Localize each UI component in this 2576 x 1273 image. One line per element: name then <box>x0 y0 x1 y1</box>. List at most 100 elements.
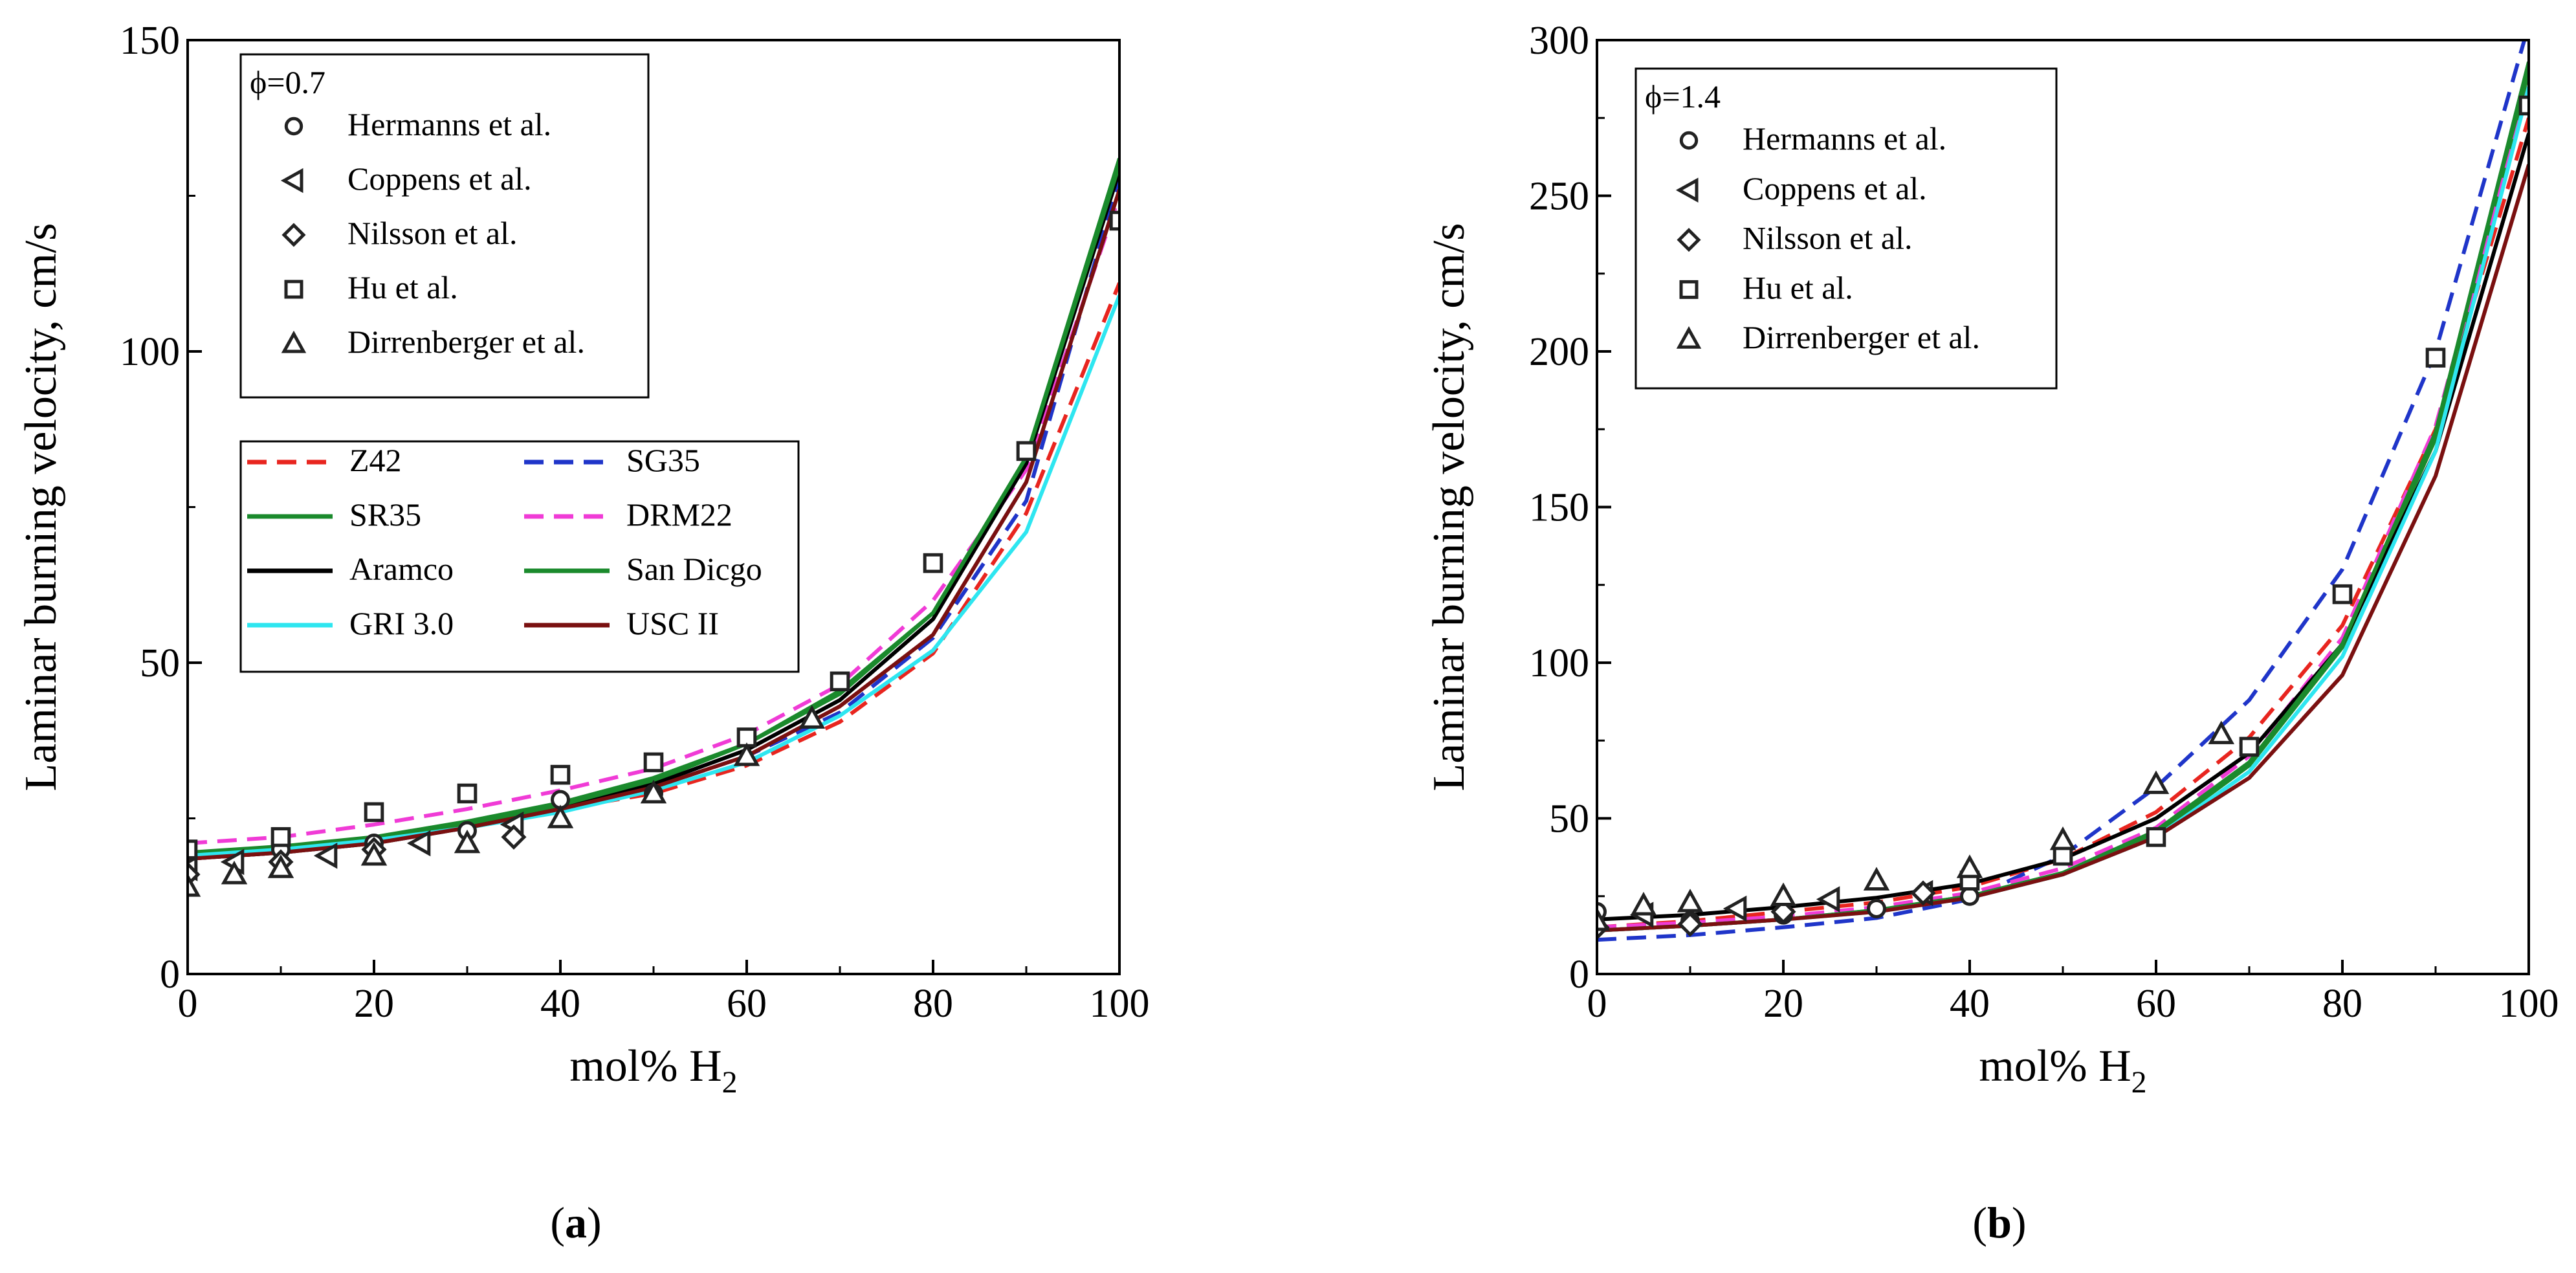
legend-entry-label: Hu et al. <box>1743 269 1853 305</box>
legend-marker-square <box>1679 280 1699 299</box>
data-point-dirrenberger-et-al <box>798 705 826 729</box>
legend-entry-label: SR35 <box>349 496 421 533</box>
y-axis-title: Laminar burning velocity, cm/s <box>16 223 66 791</box>
data-point-hu-et-al <box>2239 736 2260 757</box>
data-point-nilsson-et-al <box>1677 911 1703 937</box>
legend-marker-diamond <box>281 223 306 247</box>
model-legend-box <box>239 440 800 673</box>
data-point-hu-et-al <box>643 752 664 773</box>
y-tick-label: 50 <box>140 641 180 685</box>
legend-entry-label: Coppens et al. <box>347 161 532 197</box>
x-tick-label: 60 <box>727 982 767 1026</box>
y-tick-label: 300 <box>1529 19 1589 63</box>
data-point-dirrenberger-et-al <box>360 842 388 866</box>
data-point-coppens-et-al <box>313 842 338 869</box>
legend-entry-label: San Dicgo <box>626 551 762 587</box>
x-tick-label: 80 <box>913 982 953 1026</box>
x-tick-label: 40 <box>540 982 580 1026</box>
panel-label-close: ) <box>2012 1198 2027 1247</box>
data-point-nilsson-et-al <box>1770 899 1796 925</box>
legend-entry-label: Dirrenberger et al. <box>1743 319 1980 355</box>
legend-marker-circle <box>1679 131 1699 150</box>
legend-entry-label: USC II <box>626 605 719 641</box>
equivalence-ratio-label: ϕ=0.7 <box>250 64 325 100</box>
data-point-coppens-et-al <box>406 830 431 857</box>
legend-entry-label: Coppens et al. <box>1743 170 1927 206</box>
data-point-dirrenberger-et-al <box>547 804 574 828</box>
data-point-coppens-et-al <box>1723 895 1747 922</box>
legend-entry-label: Hermanns et al. <box>1743 120 1946 157</box>
x-tick-label: 20 <box>354 982 394 1026</box>
y-tick-label: 200 <box>1529 330 1589 374</box>
data-point-dirrenberger-et-al <box>1770 882 1797 907</box>
x-tick-label: 100 <box>2499 982 2559 1026</box>
panel-label: (a) <box>550 1198 601 1247</box>
legend-entry-label: GRI 3.0 <box>349 605 454 641</box>
data-point-hu-et-al <box>1016 441 1037 461</box>
x-tick-label: 0 <box>178 982 198 1026</box>
x-axis-title-main: mol% H <box>1979 1041 2131 1091</box>
model-legend: Z42 SG35 SR35 DRM22 Aramco San Dicgo GRI 3.0 US… <box>239 440 800 673</box>
legend-marker-square <box>284 280 303 299</box>
legend-entry-label: Hermanns et al. <box>347 106 551 142</box>
legend-entry-label: Dirrenberger et al. <box>347 324 585 360</box>
panel-a-chart: 0 20 40 60 80 100 0 50 100 150 mol% H2 Laminar burn… <box>16 19 1150 1247</box>
data-point-hu-et-al <box>2332 584 2353 604</box>
legend-entry-label: Nilsson et al. <box>1743 220 1912 256</box>
data-point-dirrenberger-et-al <box>454 829 481 854</box>
legend-entry-label: Z42 <box>349 442 402 478</box>
data-point-hermanns-et-al <box>1867 899 1886 918</box>
x-axis-title: mol% H2 <box>1979 1041 2146 1100</box>
x-tick-label: 100 <box>1090 982 1150 1026</box>
data-point-dirrenberger-et-al <box>267 854 294 878</box>
x-tick-label: 60 <box>2136 982 2176 1026</box>
panel-label-open: ( <box>550 1198 565 1247</box>
legend-entry-label: DRM22 <box>626 496 732 533</box>
x-axis-title-subscript: 2 <box>2131 1065 2147 1100</box>
y-tick-label: 150 <box>120 19 180 63</box>
series-line-usc-ii <box>1597 164 2529 933</box>
data-point-hu-et-al <box>2425 348 2446 368</box>
x-tick-label: 0 <box>1587 982 1607 1026</box>
series-line-drm22 <box>1597 86 2529 929</box>
experiment-legend: ϕ=0.7 Hermanns et al. Coppens et al. Nilsso… <box>239 53 650 399</box>
plot-area <box>188 157 1119 897</box>
x-axis-title-main: mol% H <box>569 1041 721 1091</box>
data-point-dirrenberger-et-al <box>221 860 248 885</box>
data-point-hu-et-al <box>270 827 291 847</box>
experiment-legend-box <box>239 53 650 399</box>
legend-marker-diamond <box>1677 228 1701 252</box>
data-point-dirrenberger-et-al <box>640 779 667 804</box>
y-tick-label: 0 <box>160 953 180 997</box>
y-tick-label: 250 <box>1529 175 1589 219</box>
panel-label-letter: a <box>565 1198 587 1247</box>
data-point-dirrenberger-et-al <box>1597 907 1611 931</box>
experiment-legend: ϕ=1.4 Hermanns et al. Coppens et al. Nilsso… <box>1635 67 2058 390</box>
data-point-dirrenberger-et-al <box>733 742 760 766</box>
y-tick-label: 100 <box>1529 641 1589 685</box>
y-tick-label: 0 <box>1569 953 1589 997</box>
data-point-hu-et-al <box>923 553 943 573</box>
legend-marker-triangle-up <box>281 330 307 353</box>
data-point-hu-et-al <box>364 802 384 823</box>
data-point-dirrenberger-et-al <box>2208 720 2235 744</box>
panel-label-open: ( <box>1972 1198 1987 1247</box>
legend-marker-circle <box>284 116 303 136</box>
x-axis-title-subscript: 2 <box>722 1065 738 1100</box>
data-point-coppens-et-al <box>1816 886 1840 913</box>
data-point-dirrenberger-et-al <box>188 873 201 897</box>
data-point-dirrenberger-et-al <box>2142 770 2170 794</box>
data-point-nilsson-et-al <box>501 824 527 850</box>
data-point-dirrenberger-et-al <box>1863 867 1890 891</box>
x-tick-label: 80 <box>2322 982 2362 1026</box>
legend-entry-label: Nilsson et al. <box>347 215 517 251</box>
legend-entry-label: Aramco <box>349 551 454 587</box>
panel-label-close: ) <box>587 1198 602 1247</box>
data-point-dirrenberger-et-al <box>2049 826 2076 850</box>
x-tick-label: 20 <box>1763 982 1803 1026</box>
data-point-hu-et-al <box>2146 827 2166 847</box>
panel-label-letter: b <box>1987 1198 2012 1247</box>
x-tick-label: 40 <box>1950 982 1990 1026</box>
y-tick-label: 150 <box>1529 486 1589 530</box>
panel-b-chart: 0 20 40 60 80 100 0 50 100 150 200 250 300 mol% H2 Lam… <box>1424 19 2559 1247</box>
